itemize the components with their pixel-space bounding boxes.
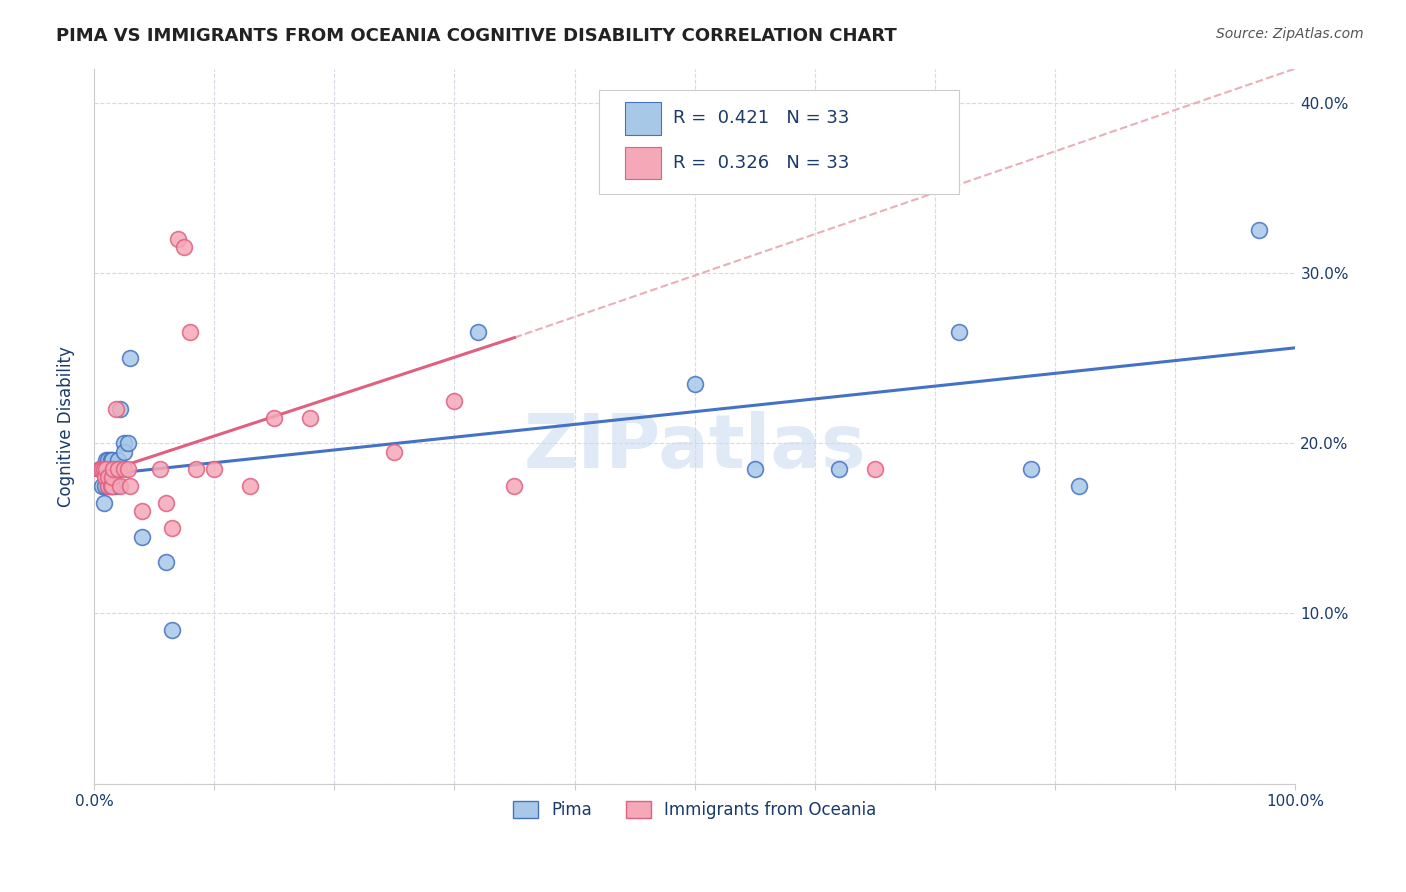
Point: [94, 453, 117, 467]
Point: [118, 479, 141, 493]
Point: [239, 479, 262, 493]
Point: [100, 479, 122, 493]
Point: [503, 479, 526, 493]
Y-axis label: Cognitive Disability: Cognitive Disability: [58, 346, 75, 507]
Text: R =  0.326   N = 33: R = 0.326 N = 33: [673, 154, 849, 172]
Point: [155, 555, 177, 569]
Point: [173, 240, 195, 254]
Point: [89, 461, 111, 475]
Point: [382, 444, 405, 458]
Point: [117, 461, 139, 475]
Point: [101, 479, 124, 493]
Point: [100, 453, 122, 467]
Point: [107, 461, 129, 475]
Point: [828, 461, 851, 475]
Point: [443, 393, 465, 408]
FancyBboxPatch shape: [626, 147, 661, 179]
Point: [263, 410, 285, 425]
Point: [107, 453, 129, 467]
Point: [167, 232, 190, 246]
Point: [112, 444, 135, 458]
Point: [202, 461, 225, 475]
Point: [299, 410, 322, 425]
Point: [1069, 479, 1091, 493]
Point: [179, 326, 201, 340]
Point: [93, 496, 115, 510]
Point: [93, 461, 115, 475]
Point: [149, 461, 172, 475]
Legend: Pima, Immigrants from Oceania: Pima, Immigrants from Oceania: [506, 794, 883, 825]
Point: [117, 436, 139, 450]
Point: [104, 479, 127, 493]
Point: [110, 479, 132, 493]
Point: [131, 504, 153, 518]
Point: [101, 479, 124, 493]
Point: [1019, 461, 1042, 475]
Point: [1249, 223, 1271, 237]
Point: [94, 461, 117, 475]
Point: [101, 461, 124, 475]
Text: Source: ZipAtlas.com: Source: ZipAtlas.com: [1216, 27, 1364, 41]
Text: ZIPatlas: ZIPatlas: [523, 411, 866, 484]
Point: [89, 461, 111, 475]
Point: [97, 479, 120, 493]
Point: [131, 530, 153, 544]
Point: [118, 351, 141, 365]
Point: [98, 461, 121, 475]
Point: [104, 461, 127, 475]
Point: [104, 402, 127, 417]
Point: [97, 453, 120, 467]
Point: [112, 436, 135, 450]
Point: [110, 402, 132, 417]
Point: [744, 461, 766, 475]
Point: [107, 461, 129, 475]
Point: [160, 521, 183, 535]
FancyBboxPatch shape: [626, 103, 661, 135]
Point: [948, 326, 970, 340]
Text: R =  0.421   N = 33: R = 0.421 N = 33: [673, 109, 849, 128]
Point: [101, 470, 124, 484]
Point: [91, 461, 114, 475]
Point: [683, 376, 706, 391]
Point: [160, 624, 183, 638]
Point: [112, 461, 135, 475]
Point: [863, 461, 886, 475]
Point: [155, 496, 177, 510]
Point: [93, 479, 115, 493]
FancyBboxPatch shape: [599, 90, 959, 194]
Point: [101, 461, 124, 475]
Point: [101, 453, 124, 467]
Point: [94, 461, 117, 475]
Point: [91, 479, 114, 493]
Point: [97, 479, 120, 493]
Point: [467, 326, 489, 340]
Point: [97, 470, 120, 484]
Point: [93, 470, 115, 484]
Point: [184, 461, 207, 475]
Text: PIMA VS IMMIGRANTS FROM OCEANIA COGNITIVE DISABILITY CORRELATION CHART: PIMA VS IMMIGRANTS FROM OCEANIA COGNITIV…: [56, 27, 897, 45]
